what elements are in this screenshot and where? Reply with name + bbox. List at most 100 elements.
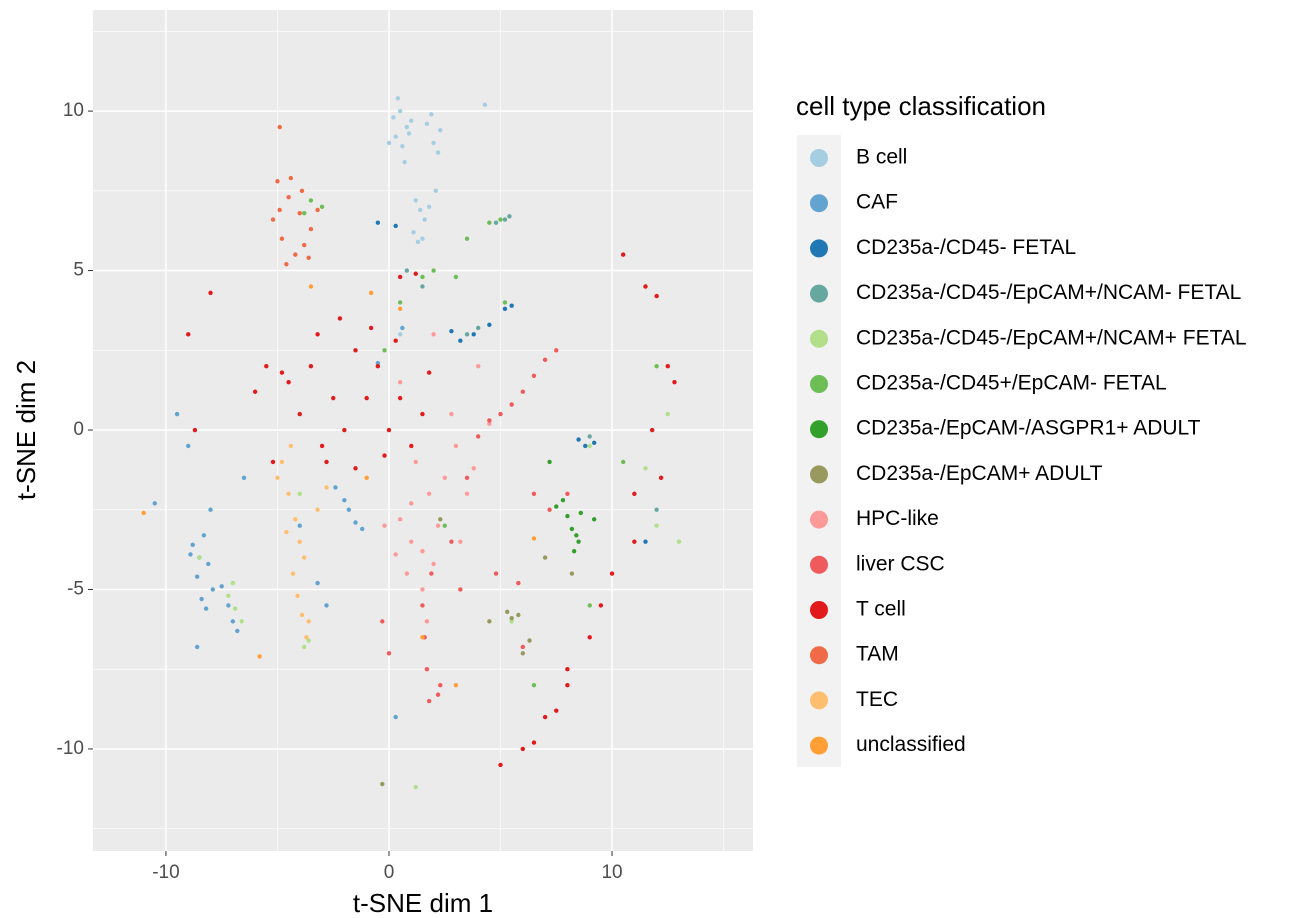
point	[487, 322, 492, 327]
point	[420, 549, 425, 554]
point	[429, 112, 434, 117]
point	[554, 504, 559, 509]
point	[257, 654, 262, 659]
point	[386, 140, 392, 146]
point	[308, 198, 314, 203]
legend-label: T cell	[856, 598, 906, 621]
point	[393, 223, 398, 229]
point	[192, 427, 198, 433]
point	[299, 188, 305, 194]
point	[509, 303, 514, 308]
point	[654, 364, 659, 369]
point	[516, 580, 521, 586]
point	[346, 507, 352, 512]
point	[578, 510, 584, 516]
point	[531, 536, 537, 541]
point	[576, 437, 581, 442]
point	[476, 434, 481, 439]
point	[672, 379, 677, 385]
point	[186, 332, 191, 337]
legend-label: CD235a-/CD45+/EpCAM- FETAL	[856, 372, 1167, 395]
point	[302, 644, 307, 650]
point	[420, 284, 425, 289]
point	[293, 517, 298, 522]
point	[531, 373, 537, 379]
point	[542, 555, 548, 560]
point	[587, 434, 592, 439]
legend-key	[810, 691, 828, 710]
point	[304, 635, 309, 640]
point	[643, 466, 648, 471]
point	[375, 220, 381, 225]
legend-label: CD235a-/EpCAM-/ASGPR1+ ADULT	[856, 417, 1201, 440]
point	[353, 348, 358, 353]
point	[665, 364, 670, 369]
point	[487, 220, 492, 225]
point	[415, 239, 421, 245]
legend-label: HPC-like	[856, 507, 939, 530]
legend-key	[810, 194, 828, 213]
legend-label: CD235a-/CD45-/EpCAM+/NCAM- FETAL	[856, 281, 1241, 304]
point	[302, 242, 307, 248]
point	[333, 485, 338, 490]
point	[527, 638, 532, 643]
point	[397, 395, 403, 401]
point	[397, 300, 403, 305]
point	[431, 268, 436, 273]
point	[420, 236, 425, 241]
point	[438, 517, 443, 522]
point	[395, 96, 401, 101]
point	[458, 338, 463, 343]
point	[591, 517, 597, 522]
point	[360, 526, 365, 532]
point	[658, 475, 664, 481]
point	[654, 293, 659, 299]
point	[397, 274, 403, 280]
point	[453, 274, 459, 280]
point	[386, 651, 392, 656]
point	[520, 651, 526, 656]
point	[382, 523, 387, 528]
point	[286, 195, 291, 200]
point	[297, 210, 302, 216]
legend-key	[810, 375, 828, 393]
point	[509, 619, 514, 624]
point	[206, 561, 211, 567]
point	[308, 226, 314, 232]
point	[487, 421, 492, 426]
point	[393, 338, 398, 343]
point	[288, 443, 294, 449]
point	[288, 175, 294, 181]
point	[308, 284, 314, 289]
point	[141, 510, 146, 516]
point	[297, 411, 302, 417]
point	[498, 762, 503, 768]
point	[498, 217, 503, 222]
point	[424, 121, 430, 127]
point	[306, 638, 311, 643]
point	[598, 603, 604, 608]
point	[476, 325, 481, 331]
point	[587, 603, 592, 608]
y-axis-title: t-SNE dim 2	[11, 360, 41, 500]
point	[632, 539, 637, 544]
point	[315, 507, 320, 512]
point	[654, 523, 659, 528]
point	[190, 542, 195, 548]
point	[676, 539, 682, 544]
point	[270, 459, 276, 465]
legend-label: B cell	[856, 146, 907, 169]
point	[324, 459, 329, 465]
y-tick-label: -5	[67, 578, 84, 599]
point	[487, 619, 492, 624]
point	[409, 539, 414, 544]
point	[520, 389, 526, 394]
point	[643, 539, 648, 544]
point	[404, 571, 410, 576]
point	[464, 491, 470, 497]
point	[531, 682, 537, 688]
legend-label: unclassified	[856, 733, 966, 756]
point	[413, 198, 418, 203]
point	[458, 587, 463, 592]
